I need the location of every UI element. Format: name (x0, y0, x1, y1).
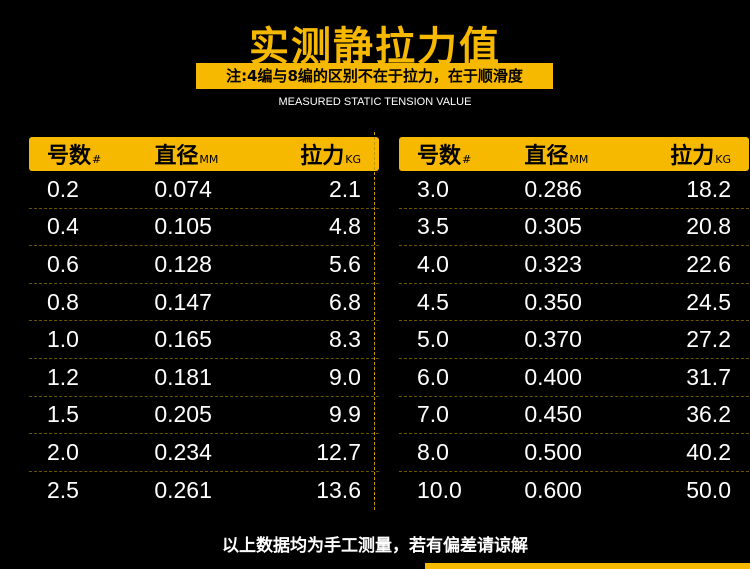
gauge-cell: 1.2 (47, 363, 79, 390)
header-gauge: 号数# (47, 144, 102, 169)
header-tension: 拉力KG (300, 144, 361, 169)
tension-cell: 27.2 (686, 326, 731, 353)
tension-cell: 24.5 (686, 288, 731, 315)
gauge-cell: 0.6 (47, 250, 79, 277)
diameter-cell: 0.450 (524, 401, 582, 428)
gauge-cell: 10.0 (417, 477, 462, 504)
header-diameter: 直径MM (154, 144, 219, 169)
tension-cell: 18.2 (686, 175, 731, 202)
table-row: 3.0 0.286 18.2 (399, 171, 749, 209)
tension-cell: 50.0 (686, 477, 731, 504)
gauge-cell: 1.5 (47, 401, 79, 428)
gauge-cell: 3.5 (417, 213, 449, 240)
tension-cell: 4.8 (329, 213, 361, 240)
diameter-cell: 0.181 (154, 363, 212, 390)
bottom-accent-bar (425, 563, 750, 569)
table-row: 10.0 0.600 50.0 (399, 472, 749, 510)
gauge-cell: 4.5 (417, 288, 449, 315)
gauge-cell: 2.5 (47, 477, 79, 504)
header-diameter: 直径MM (524, 144, 589, 169)
tension-cell: 20.8 (686, 213, 731, 240)
gauge-cell: 7.0 (417, 401, 449, 428)
table-row: 7.0 0.450 36.2 (399, 397, 749, 435)
diameter-cell: 0.165 (154, 326, 212, 353)
diameter-cell: 0.350 (524, 288, 582, 315)
gauge-cell: 6.0 (417, 363, 449, 390)
tension-table-right: 号数# 直径MM 拉力KG 3.0 0.286 18.2 3.5 0.305 20.8 4.… (399, 137, 749, 509)
diameter-cell: 0.128 (154, 250, 212, 277)
table-row: 0.8 0.147 6.8 (29, 284, 379, 322)
tension-cell: 2.1 (329, 175, 361, 202)
diameter-cell: 0.286 (524, 175, 582, 202)
diameter-cell: 0.370 (524, 326, 582, 353)
tension-cell: 9.0 (329, 363, 361, 390)
gauge-cell: 0.2 (47, 175, 79, 202)
gauge-cell: 0.8 (47, 288, 79, 315)
diameter-cell: 0.105 (154, 213, 212, 240)
table-row: 0.2 0.074 2.1 (29, 171, 379, 209)
diameter-cell: 0.500 (524, 438, 582, 465)
diameter-cell: 0.600 (524, 477, 582, 504)
tension-cell: 13.6 (316, 477, 361, 504)
table-row: 0.6 0.128 5.6 (29, 246, 379, 284)
tension-cell: 9.9 (329, 401, 361, 428)
table-row: 1.0 0.165 8.3 (29, 321, 379, 359)
gauge-cell: 0.4 (47, 213, 79, 240)
diameter-cell: 0.400 (524, 363, 582, 390)
tension-cell: 5.6 (329, 250, 361, 277)
table-header: 号数# 直径MM 拉力KG (29, 137, 379, 171)
tension-cell: 8.3 (329, 326, 361, 353)
tension-table-left: 号数# 直径MM 拉力KG 0.2 0.074 2.1 0.4 0.105 4.8 0.6 0… (29, 137, 379, 509)
page-subtitle: MEASURED STATIC TENSION VALUE (278, 96, 472, 108)
gauge-cell: 2.0 (47, 438, 79, 465)
page-title: 实测静拉力值 (249, 24, 501, 70)
center-divider (374, 132, 375, 510)
diameter-cell: 0.323 (524, 250, 582, 277)
footer-disclaimer: 以上数据均为手工测量，若有偏差请谅解 (222, 536, 528, 556)
table-row: 1.5 0.205 9.9 (29, 397, 379, 435)
tension-cell: 31.7 (686, 363, 731, 390)
tension-cell: 12.7 (316, 438, 361, 465)
gauge-cell: 5.0 (417, 326, 449, 353)
tension-cell: 40.2 (686, 438, 731, 465)
tension-cell: 6.8 (329, 288, 361, 315)
tension-cell: 22.6 (686, 250, 731, 277)
table-row: 2.5 0.261 13.6 (29, 472, 379, 510)
diameter-cell: 0.205 (154, 401, 212, 428)
tension-cell: 36.2 (686, 401, 731, 428)
table-row: 1.2 0.181 9.0 (29, 359, 379, 397)
diameter-cell: 0.261 (154, 477, 212, 504)
table-row: 0.4 0.105 4.8 (29, 209, 379, 247)
diameter-cell: 0.074 (154, 175, 212, 202)
table-row: 4.0 0.323 22.6 (399, 246, 749, 284)
diameter-cell: 0.234 (154, 438, 212, 465)
gauge-cell: 4.0 (417, 250, 449, 277)
gauge-cell: 8.0 (417, 438, 449, 465)
table-row: 3.5 0.305 20.8 (399, 209, 749, 247)
table-header: 号数# 直径MM 拉力KG (399, 137, 749, 171)
header-gauge: 号数# (417, 144, 472, 169)
header-tension: 拉力KG (670, 144, 731, 169)
gauge-cell: 3.0 (417, 175, 449, 202)
table-row: 2.0 0.234 12.7 (29, 434, 379, 472)
table-row: 5.0 0.370 27.2 (399, 321, 749, 359)
table-row: 8.0 0.500 40.2 (399, 434, 749, 472)
note-banner: 注:4编与8编的区别不在于拉力，在于顺滑度 (196, 63, 553, 89)
table-row: 6.0 0.400 31.7 (399, 359, 749, 397)
table-row: 4.5 0.350 24.5 (399, 284, 749, 322)
gauge-cell: 1.0 (47, 326, 79, 353)
diameter-cell: 0.147 (154, 288, 212, 315)
diameter-cell: 0.305 (524, 213, 582, 240)
